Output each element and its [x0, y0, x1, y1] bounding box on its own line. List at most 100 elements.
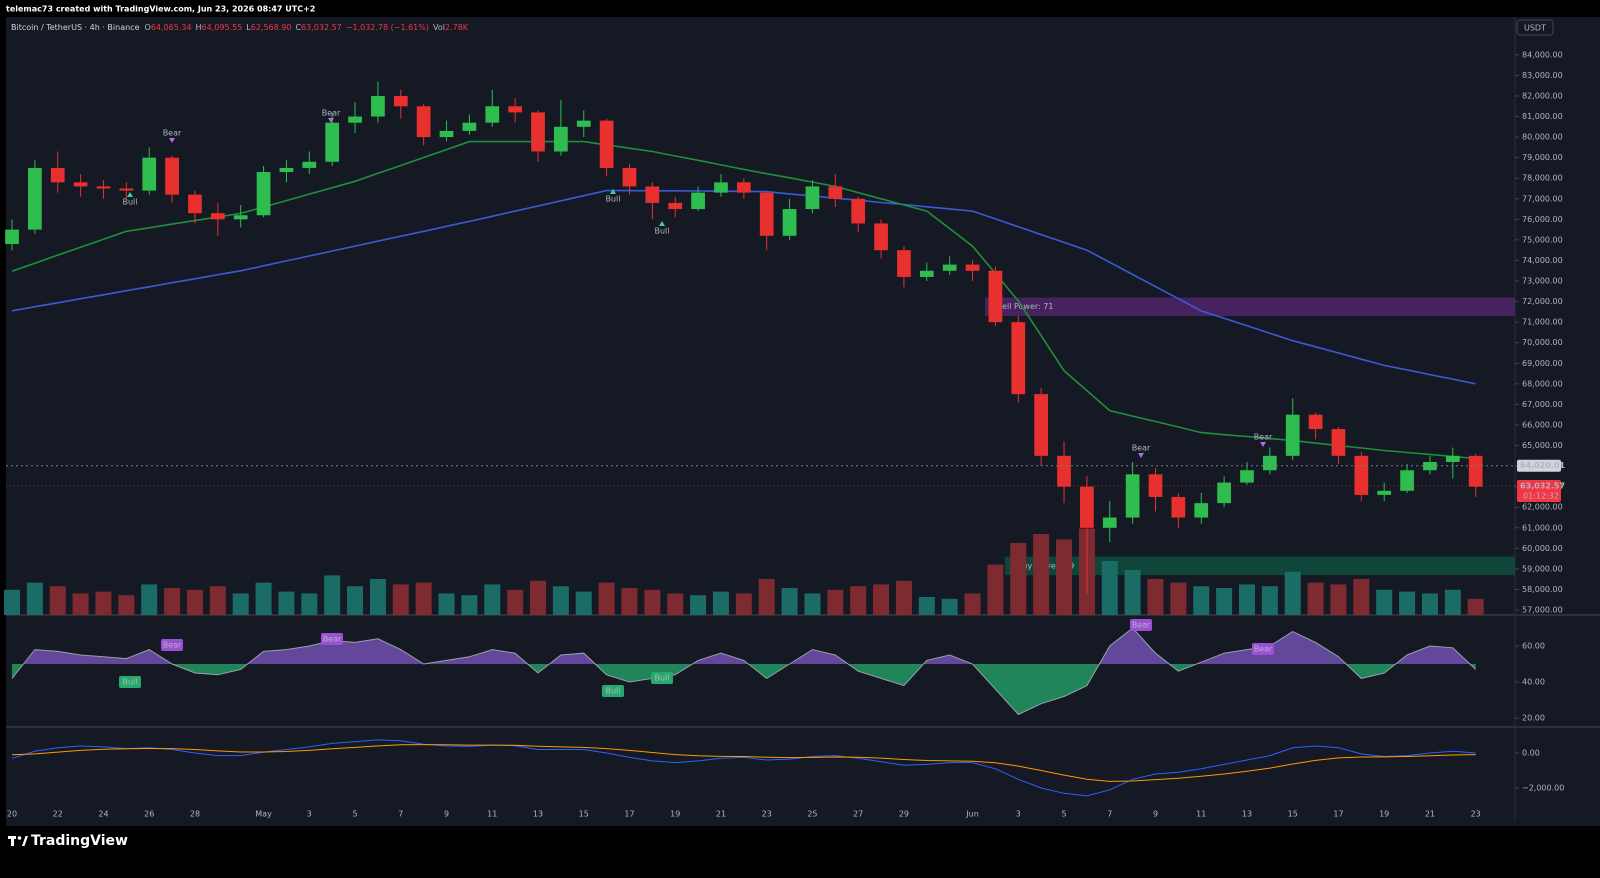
- y-tick-label: 83,000.00: [1522, 71, 1563, 80]
- candle-body: [1331, 429, 1346, 456]
- footer: [0, 826, 1600, 878]
- x-tick-label: 9: [444, 810, 449, 819]
- zone-label: Sell Power: 71: [997, 302, 1053, 311]
- candle-body: [188, 194, 202, 214]
- y-tick-label: 62,000.00: [1522, 503, 1563, 512]
- x-tick-label: 22: [53, 810, 63, 819]
- volume-bar: [369, 579, 386, 615]
- x-tick-label: 17: [624, 810, 634, 819]
- volume-bar: [1056, 539, 1073, 615]
- candle-body: [1057, 455, 1071, 487]
- volume-bar: [758, 579, 775, 615]
- candle-body: [1262, 455, 1277, 471]
- candle-body: [1171, 496, 1186, 518]
- signal-label: Bear: [1132, 444, 1151, 453]
- signal-arrow: [1260, 442, 1266, 447]
- candle-body: [119, 188, 134, 191]
- volume-bar: [1330, 584, 1347, 615]
- y-tick-label: 60.00: [1522, 642, 1545, 651]
- signal-label: Bull: [122, 678, 137, 687]
- y-tick-label: 69,000.00: [1522, 359, 1563, 368]
- volume-bar: [1216, 588, 1233, 615]
- volume-bar: [3, 589, 21, 615]
- volume-bar: [598, 582, 615, 615]
- volume-bar: [1261, 586, 1278, 615]
- last-price-label: 63,032.57: [1520, 482, 1565, 491]
- signal-box: [321, 633, 343, 645]
- candle-body: [1102, 517, 1117, 528]
- x-tick-label: 11: [487, 810, 497, 819]
- candle-body: [1285, 414, 1300, 456]
- candle-body: [416, 106, 431, 138]
- reference-label: 64,020.01: [1520, 461, 1565, 470]
- currency-box[interactable]: [1516, 19, 1554, 36]
- volume-bar: [530, 580, 547, 615]
- y-tick-label: 0.00: [1522, 749, 1540, 758]
- signal-label: Bear: [163, 129, 182, 138]
- y-tick-label: −2,000.00: [1522, 784, 1564, 793]
- quote-key: O: [145, 23, 151, 32]
- x-tick-label: 19: [1379, 810, 1389, 819]
- volume-bar: [1444, 589, 1461, 615]
- candle-body: [50, 167, 65, 183]
- candle-body: [576, 120, 591, 127]
- y-tick-label: 72,000.00: [1522, 297, 1563, 306]
- y-tick-label: 67,000.00: [1522, 400, 1563, 409]
- candle-body: [485, 106, 500, 123]
- candle-body: [691, 192, 705, 210]
- symbol-line: Bitcoin / TetherUS · 4h · Binance O64,065…: [11, 23, 469, 32]
- signal-label: Bear: [323, 635, 342, 644]
- candle-body: [165, 157, 179, 195]
- candle-body: [210, 213, 225, 220]
- volume-bar: [1421, 593, 1438, 615]
- signal-box: [161, 639, 183, 651]
- volume-bar: [324, 575, 341, 615]
- y-tick-label: 65,000.00: [1522, 441, 1563, 450]
- volume-bar: [690, 595, 707, 615]
- volume-bar: [1147, 579, 1164, 615]
- y-tick-label: 81,000.00: [1522, 112, 1563, 121]
- volume-bar: [209, 586, 226, 615]
- volume-key: Vol: [433, 23, 445, 32]
- signal-box: [602, 685, 624, 697]
- x-tick-label: 23: [762, 810, 772, 819]
- volume-bar: [49, 586, 66, 615]
- volume-bar: [72, 593, 89, 615]
- indicator-line: [11, 739, 1476, 797]
- x-tick-label: May: [255, 810, 272, 819]
- volume-bar: [895, 580, 912, 615]
- candle-body: [805, 186, 820, 210]
- volume-bar: [438, 593, 455, 615]
- y-tick-label: 70,000.00: [1522, 338, 1563, 347]
- candle-body: [1308, 414, 1323, 430]
- candle-body: [1354, 455, 1369, 495]
- x-tick-label: 21: [716, 810, 726, 819]
- power-zone: [985, 297, 1515, 316]
- currency[interactable]: USDT: [1524, 24, 1546, 33]
- brand-logo: [8, 836, 28, 846]
- candle-body: [96, 186, 111, 189]
- candle-body: [965, 264, 980, 271]
- y-tick-label: 60,000.00: [1522, 544, 1563, 553]
- quote-value: 63,032.57: [301, 23, 342, 32]
- candle-body: [371, 95, 385, 117]
- signal-label: Bull: [654, 227, 669, 236]
- candle-body: [828, 186, 843, 199]
- y-tick-label: 57,000.00: [1522, 606, 1563, 615]
- y-tick-label: 84,000.00: [1522, 50, 1563, 59]
- candle-body: [439, 130, 454, 138]
- candle-body: [28, 167, 42, 230]
- candle-body: [462, 122, 477, 131]
- symbol: Bitcoin / TetherUS · 4h · Binance: [11, 23, 140, 32]
- volume-bar: [507, 589, 524, 615]
- candle-body: [874, 223, 888, 251]
- candle-body: [714, 182, 728, 193]
- x-tick-label: 23: [1471, 810, 1481, 819]
- candle-body: [1148, 474, 1163, 497]
- volume-bar: [1353, 579, 1370, 615]
- candle-body: [5, 229, 19, 245]
- candle-body: [554, 126, 568, 152]
- candle-body: [622, 167, 637, 187]
